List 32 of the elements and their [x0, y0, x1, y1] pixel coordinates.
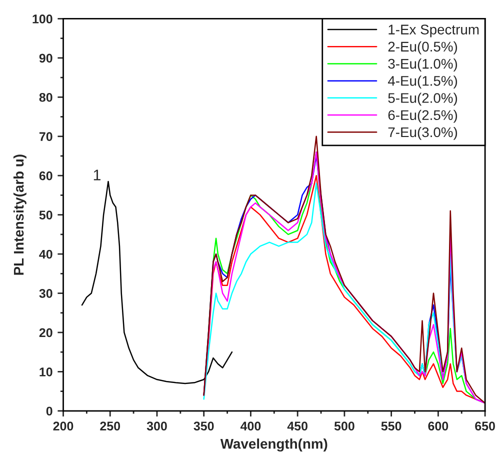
- y-tick-label: 90: [39, 54, 52, 63]
- line-series: [81, 180, 233, 384]
- legend-label: 4-Eu(1.5%): [388, 76, 458, 89]
- y-tick-label: 0: [46, 406, 52, 416]
- y-tick-label: 40: [39, 250, 52, 259]
- y-axis-title: PL Intensity(arb u): [13, 154, 26, 275]
- y-tick-label: 50: [39, 210, 52, 220]
- y-tick-label: 80: [39, 92, 52, 102]
- x-tick-label: 500: [334, 422, 354, 430]
- x-tick-label: 250: [100, 422, 120, 430]
- x-tick-label: 650: [475, 422, 495, 430]
- y-tick-label: 70: [39, 132, 52, 142]
- x-tick-label: 400: [240, 422, 261, 430]
- y-tick-label: 30: [39, 289, 52, 298]
- y-tick-label: 100: [32, 14, 52, 24]
- x-tick-label: 200: [53, 422, 74, 430]
- legend-label: 2-Eu(0.5%): [388, 41, 458, 54]
- annotation: 1: [94, 170, 100, 180]
- legend-label: 7-Eu(3.0%): [388, 126, 458, 140]
- x-axis-title: Wavelength(nm): [220, 438, 328, 452]
- legend-label: 6-Eu(2.5%): [388, 110, 458, 123]
- x-tick-label: 450: [287, 422, 308, 430]
- y-tick-label: 20: [39, 328, 52, 338]
- y-tick-label: 60: [39, 171, 52, 180]
- legend-label: 5-Eu(2.0%): [388, 92, 458, 106]
- legend-label: 1-Ex Spectrum: [388, 24, 479, 38]
- y-tick-label: 10: [40, 367, 52, 376]
- legend-label: 3-Eu(1.0%): [388, 58, 458, 72]
- x-tick-label: 600: [428, 422, 448, 430]
- x-tick-label: 300: [146, 422, 167, 431]
- x-tick-label: 550: [381, 422, 402, 430]
- x-tick-label: 350: [194, 422, 214, 431]
